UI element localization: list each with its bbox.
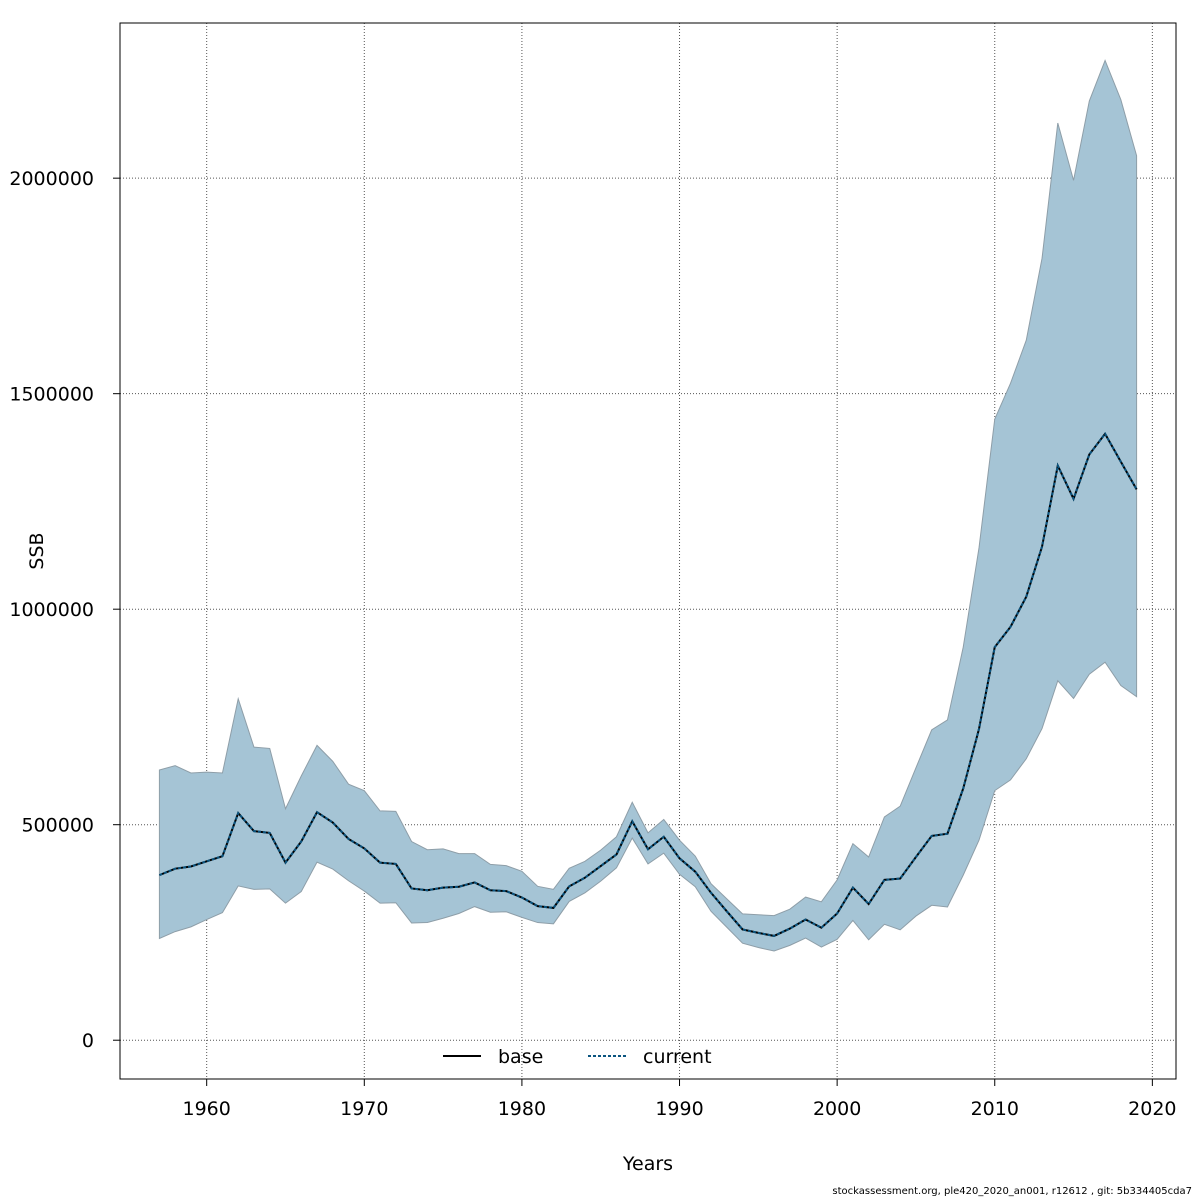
y-tick-label: 500000 bbox=[21, 815, 94, 837]
series-line-current bbox=[159, 431, 1138, 937]
y-tick-label: 0 bbox=[82, 1030, 94, 1052]
x-axis-title: Years bbox=[622, 1153, 673, 1175]
x-tick-label: 2000 bbox=[813, 1098, 861, 1120]
x-tick-label: 1980 bbox=[498, 1098, 546, 1120]
legend-label-base: base bbox=[498, 1046, 543, 1068]
y-axis: 0 500000 1000000 1500000 2000000 bbox=[9, 168, 120, 1052]
legend: base current bbox=[443, 1046, 712, 1068]
x-tick-label: 1970 bbox=[340, 1098, 388, 1120]
x-tick-label: 2020 bbox=[1128, 1098, 1176, 1120]
confidence-band-area bbox=[158, 59, 1138, 952]
series-lines bbox=[159, 431, 1138, 937]
y-tick-label: 1000000 bbox=[9, 599, 94, 621]
x-axis: 1960 1970 1980 1990 2000 2010 2020 bbox=[183, 1079, 1177, 1120]
footer-note: stockassessment.org, ple420_2020_an001, … bbox=[832, 1186, 1192, 1197]
y-axis-title: SSB bbox=[26, 532, 48, 569]
x-tick-label: 1990 bbox=[655, 1098, 703, 1120]
x-tick-label: 2010 bbox=[971, 1098, 1019, 1120]
plot-frame bbox=[119, 22, 1177, 1080]
legend-label-current: current bbox=[643, 1046, 712, 1068]
x-tick-label: 1960 bbox=[183, 1098, 231, 1120]
confidence-band bbox=[158, 59, 1138, 952]
y-tick-label: 2000000 bbox=[9, 168, 94, 190]
y-tick-label: 1500000 bbox=[9, 384, 94, 406]
